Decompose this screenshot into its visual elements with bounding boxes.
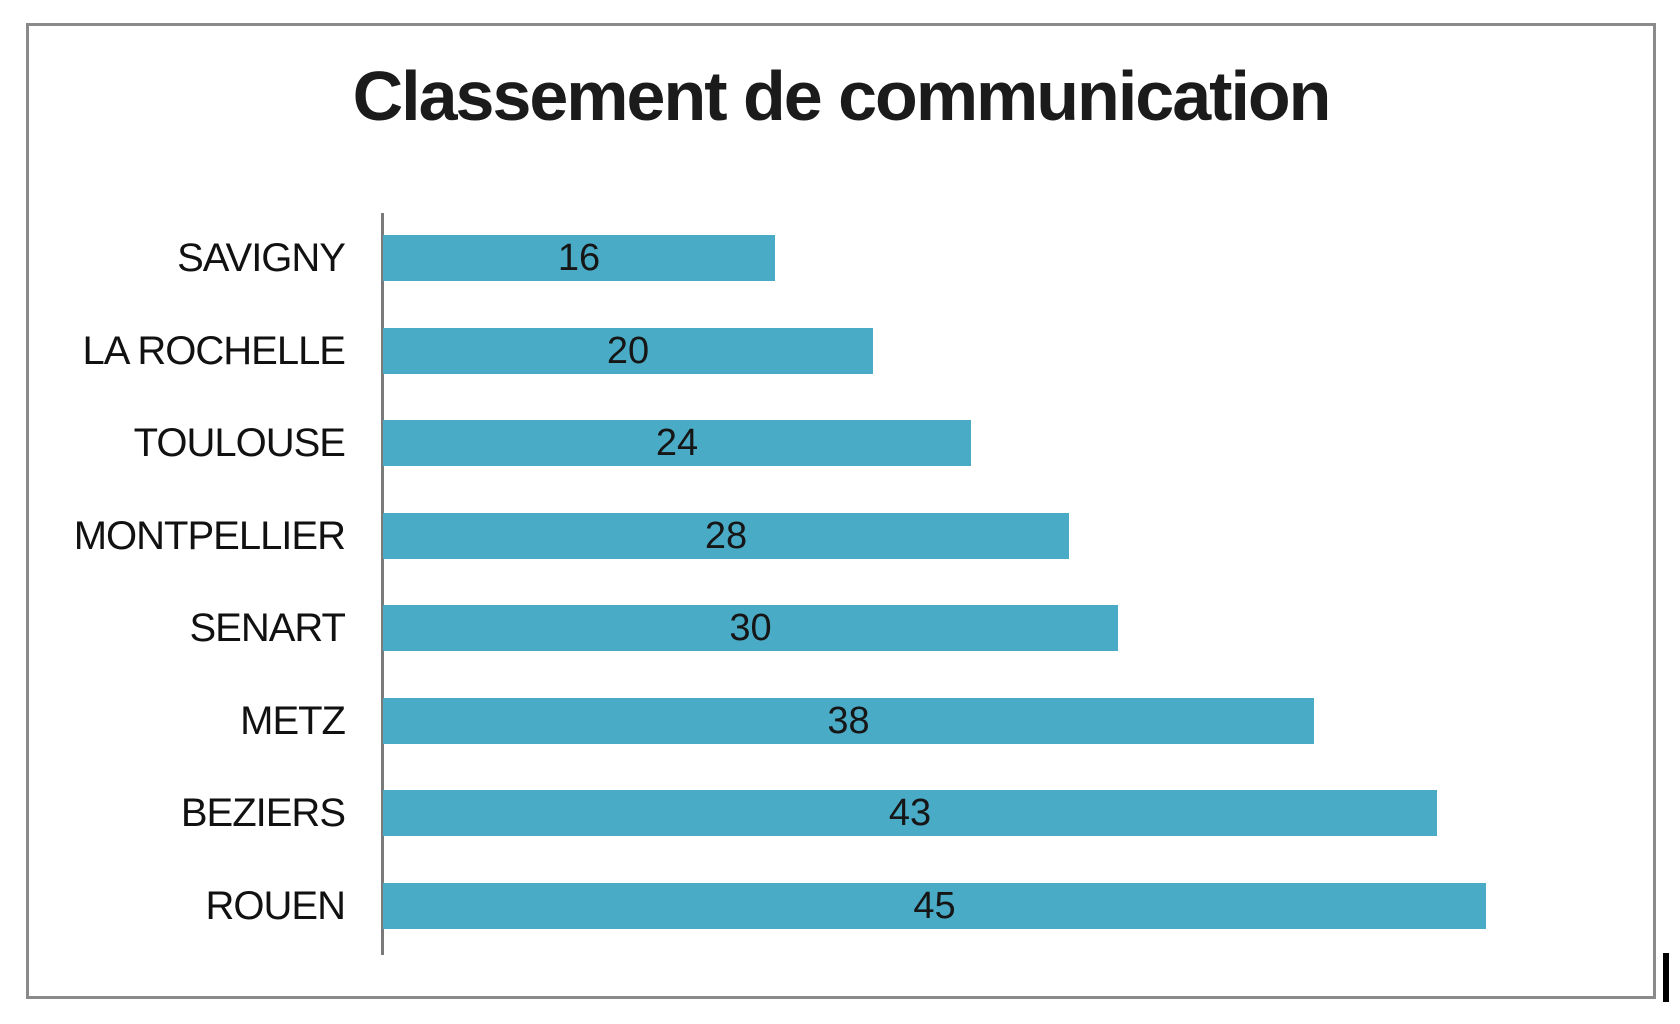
category-label: TOULOUSE [133, 421, 346, 465]
value-label: 28 [704, 515, 748, 557]
data-bar: 45 [383, 883, 1486, 929]
data-bar: 43 [383, 790, 1437, 836]
chart-title: Classement de communication [352, 57, 1332, 135]
value-label: 45 [913, 885, 956, 927]
chart-frame: Classement de communication SAVIGNY 16 LA … [26, 23, 1656, 999]
bar-row: SAVIGNY 16 [29, 235, 1653, 281]
category-label: METZ [240, 699, 346, 743]
value-label: 20 [606, 330, 650, 372]
value-label: 38 [827, 700, 870, 742]
bar-row: SENART 30 [29, 605, 1653, 651]
data-bar: 30 [383, 605, 1118, 651]
data-bar: 20 [383, 328, 873, 374]
text-cursor-mark [1663, 953, 1669, 1002]
value-label: 16 [557, 237, 601, 279]
data-bar: 38 [383, 698, 1314, 744]
bar-row: TOULOUSE 24 [29, 420, 1653, 466]
bar-row: ROUEN 45 [29, 883, 1653, 929]
category-label: LA ROCHELLE [82, 329, 346, 373]
value-label: 30 [729, 607, 772, 649]
value-label: 43 [888, 792, 932, 834]
data-bar: 24 [383, 420, 971, 466]
bar-row: METZ 38 [29, 698, 1653, 744]
category-label: SENART [189, 606, 346, 650]
bar-row: LA ROCHELLE 20 [29, 328, 1653, 374]
data-bar: 28 [383, 513, 1069, 559]
value-label: 24 [655, 422, 699, 464]
category-label: MONTPELLIER [73, 514, 346, 558]
category-label: SAVIGNY [177, 236, 346, 280]
data-bar: 16 [383, 235, 775, 281]
y-axis-line [381, 213, 384, 955]
category-label: ROUEN [205, 884, 346, 928]
category-label: BEZIERS [180, 791, 346, 835]
bar-row: BEZIERS 43 [29, 790, 1653, 836]
bar-row: MONTPELLIER 28 [29, 513, 1653, 559]
